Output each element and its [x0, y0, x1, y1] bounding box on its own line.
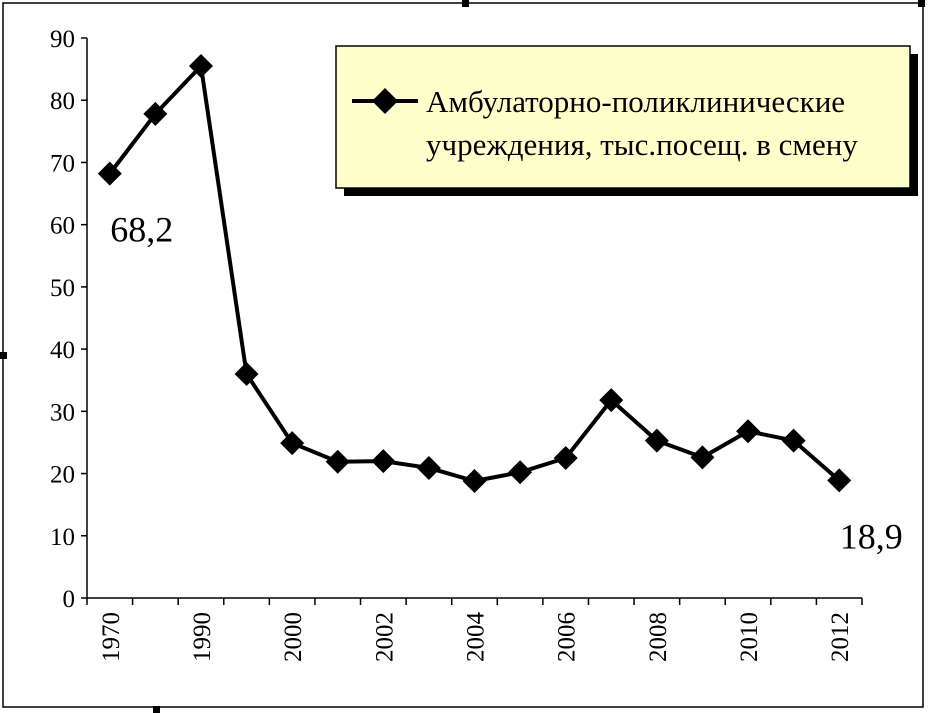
x-tick-label: 2010 — [736, 612, 763, 662]
handle-corner — [918, 0, 925, 7]
y-tick-label: 70 — [50, 150, 75, 177]
data-point — [508, 460, 533, 485]
x-tick-label: 1990 — [189, 612, 216, 662]
y-tick-label: 80 — [50, 88, 75, 115]
y-tick-label: 10 — [50, 524, 75, 551]
x-tick-label: 2000 — [280, 612, 307, 662]
data-point — [143, 101, 168, 126]
data-point — [416, 455, 441, 480]
y-axis-ticks: 0 10 20 30 40 50 60 70 80 90 — [50, 26, 87, 613]
handle-top — [462, 0, 469, 7]
data-point — [781, 428, 806, 453]
data-point — [599, 388, 624, 413]
y-tick-label: 20 — [50, 462, 75, 489]
data-point — [827, 468, 852, 493]
y-tick-label: 0 — [63, 586, 76, 613]
legend: Амбулаторно-поликлинические учреждения, … — [335, 45, 918, 196]
handle-bottom — [153, 706, 160, 713]
legend-marker — [372, 88, 398, 114]
y-tick-label: 30 — [50, 399, 75, 426]
axes — [86, 38, 862, 599]
data-label: 18,9 — [840, 516, 903, 556]
y-tick-label: 50 — [50, 275, 75, 302]
data-point — [690, 445, 715, 470]
data-point — [553, 446, 578, 470]
x-tick-label: 2008 — [645, 612, 672, 662]
x-tick-label: 2004 — [463, 612, 490, 663]
data-point — [736, 419, 761, 444]
y-tick-label: 90 — [50, 26, 75, 53]
y-tick-label: 40 — [50, 337, 75, 364]
legend-box — [335, 45, 911, 189]
data-point — [234, 362, 259, 386]
data-point — [97, 161, 122, 186]
data-labels: 68,2 18,9 — [110, 210, 902, 557]
x-tick-label: 1970 — [98, 612, 125, 662]
x-tick-label: 2012 — [827, 612, 854, 662]
data-point — [644, 428, 669, 453]
legend-entry-line-1: Амбулаторно-поликлинические — [426, 84, 845, 119]
data-point — [325, 449, 350, 474]
data-point — [371, 449, 396, 474]
x-tick-label: 2002 — [371, 612, 398, 662]
series-markers — [97, 54, 852, 494]
data-point — [462, 469, 487, 494]
x-axis-ticks: 1970 1990 2000 2002 2004 2006 2008 2010 2012 — [86, 598, 863, 663]
legend-entry-line-2: учреждения, тыс.посещ. в смену — [426, 127, 858, 162]
data-point — [188, 54, 213, 78]
data-point — [280, 431, 305, 456]
y-tick-label: 60 — [50, 213, 75, 240]
x-tick-label: 2006 — [554, 612, 581, 662]
data-label: 68,2 — [110, 210, 173, 250]
handle-left — [0, 352, 7, 359]
